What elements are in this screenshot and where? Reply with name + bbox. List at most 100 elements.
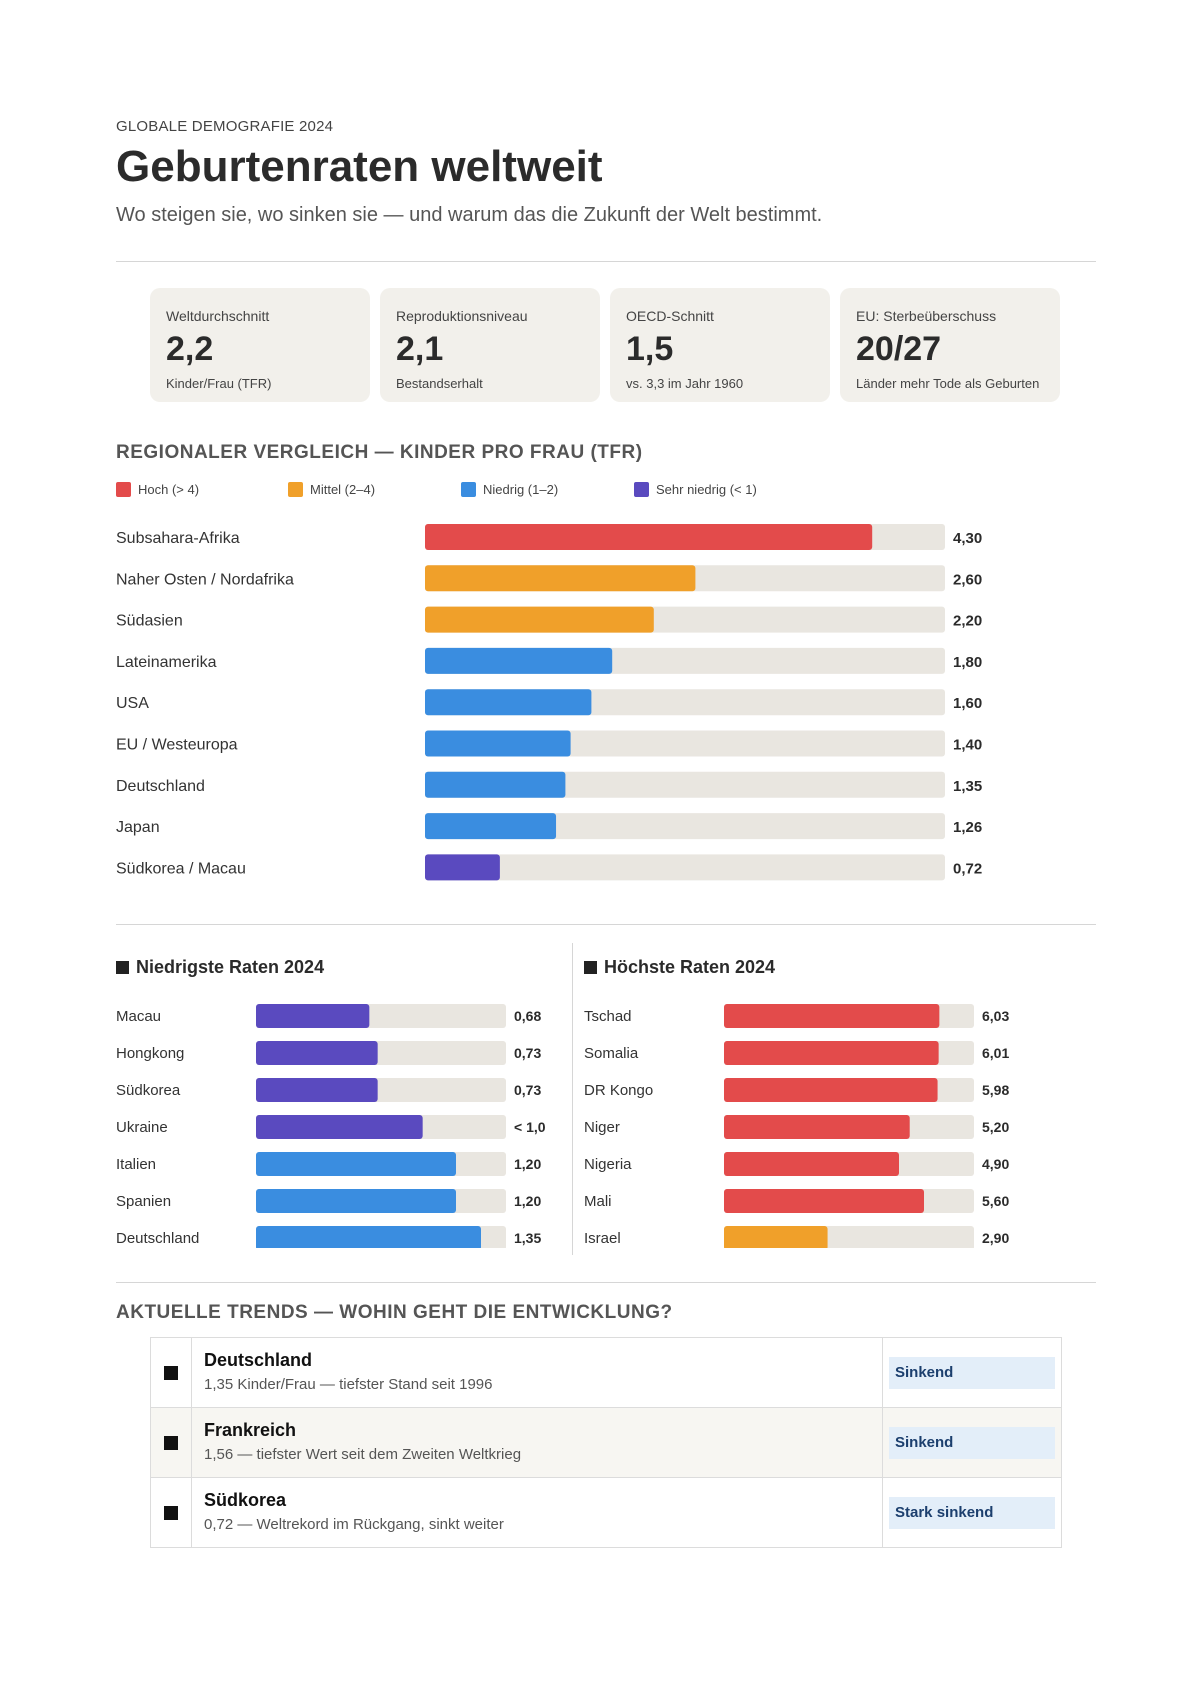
value-label: 2,60 <box>953 571 982 588</box>
kpi-note: Länder mehr Tode als Geburten <box>856 376 1040 391</box>
category-label: Ukraine <box>116 1119 168 1136</box>
category-label: Nigeria <box>584 1156 632 1173</box>
regional-section-title: REGIONALER VERGLEICH — KINDER PRO FRAU (… <box>116 442 643 463</box>
square-icon <box>584 961 597 974</box>
category-label: USA <box>116 695 149 712</box>
legend: Hoch (> 4) Mittel (2–4) Niedrig (1–2) Se… <box>116 482 1096 502</box>
bar-track <box>425 854 945 881</box>
eyebrow: GLOBALE DEMOGRAFIE 2024 <box>116 118 334 135</box>
category-label: Südasien <box>116 613 183 630</box>
category-label: Japan <box>116 819 160 836</box>
kpi-card-world-average: Weltdurchschnitt 2,2 Kinder/Frau (TFR) <box>150 288 370 402</box>
trend-status-cell: Sinkend <box>883 1408 1061 1477</box>
bar <box>256 1226 481 1248</box>
legend-swatch <box>288 482 303 497</box>
bar <box>425 647 613 674</box>
legend-item-low: Niedrig (1–2) <box>461 482 558 497</box>
square-icon <box>116 961 129 974</box>
kpi-card-replacement-level: Reproduktionsniveau 2,1 Bestandserhalt <box>380 288 600 402</box>
kpi-value: 2,1 <box>396 330 444 368</box>
trend-icon-cell <box>151 1408 192 1477</box>
category-label: Südkorea <box>116 1082 181 1099</box>
value-label: 4,30 <box>953 530 982 547</box>
kpi-label: OECD-Schnitt <box>626 308 714 324</box>
bar <box>425 771 566 798</box>
category-label: Israel <box>584 1230 621 1247</box>
bar <box>425 854 500 881</box>
page-subtitle: Wo steigen sie, wo sinken sie — und waru… <box>116 204 823 226</box>
legend-item-very-low: Sehr niedrig (< 1) <box>634 482 757 497</box>
divider <box>116 261 1096 262</box>
value-label: 6,03 <box>982 1008 1009 1024</box>
category-label: EU / Westeuropa <box>116 737 238 754</box>
trend-country: Frankreich <box>204 1420 297 1440</box>
trend-country: Deutschland <box>204 1350 313 1370</box>
legend-swatch <box>461 482 476 497</box>
value-label: 1,20 <box>514 1193 541 1209</box>
bar <box>425 565 696 592</box>
square-icon <box>164 1435 178 1450</box>
trends-table: Deutschland 1,35 Kinder/Frau — tiefster … <box>150 1337 1062 1548</box>
kpi-row: Weltdurchschnitt 2,2 Kinder/Frau (TFR) R… <box>150 288 1060 402</box>
bar <box>724 1004 940 1028</box>
legend-label: Sehr niedrig (< 1) <box>656 482 757 497</box>
value-label: 1,80 <box>953 654 982 671</box>
bar <box>724 1115 910 1139</box>
trend-status-badge: Stark sinkend <box>889 1496 1055 1529</box>
trend-description: 1,56 — tiefster Wert seit dem Zweiten We… <box>204 1446 522 1463</box>
category-label: Hongkong <box>116 1045 184 1062</box>
highest-rates-title-text: Höchste Raten 2024 <box>604 957 776 977</box>
kpi-card-oecd-average: OECD-Schnitt 1,5 vs. 3,3 im Jahr 1960 <box>610 288 830 402</box>
category-label: Italien <box>116 1156 156 1173</box>
kpi-note: vs. 3,3 im Jahr 1960 <box>626 376 744 391</box>
bar <box>724 1041 939 1065</box>
square-icon <box>164 1365 178 1380</box>
bar <box>724 1189 924 1213</box>
kpi-value: 2,2 <box>166 330 214 368</box>
value-label: 0,68 <box>514 1008 541 1024</box>
kpi-note: Kinder/Frau (TFR) <box>166 376 272 391</box>
legend-swatch <box>116 482 131 497</box>
bar <box>425 813 557 840</box>
column-divider <box>572 943 573 1255</box>
trend-row-frankreich: Frankreich 1,56 — tiefster Wert seit dem… <box>151 1407 1061 1477</box>
trend-main: Frankreich 1,56 — tiefster Wert seit dem… <box>192 1408 883 1477</box>
kpi-card-eu-death-surplus: EU: Sterbeüberschuss 20/27 Länder mehr T… <box>840 288 1060 402</box>
value-label: 1,60 <box>953 695 982 712</box>
category-label: Macau <box>116 1008 161 1025</box>
divider <box>116 924 1096 925</box>
page-title: Geburtenraten weltweit <box>116 142 603 191</box>
trend-status-badge: Sinkend <box>889 1356 1055 1389</box>
value-label: 1,20 <box>514 1156 541 1172</box>
legend-label: Mittel (2–4) <box>310 482 376 497</box>
value-label: 0,72 <box>953 860 982 877</box>
kpi-label: Reproduktionsniveau <box>396 308 528 324</box>
bar <box>256 1041 378 1065</box>
square-icon <box>164 1505 178 1520</box>
divider <box>116 1282 1096 1283</box>
trend-description: 0,72 — Weltrekord im Rückgang, sinkt wei… <box>204 1516 504 1533</box>
category-label: Spanien <box>116 1193 171 1210</box>
category-label: Lateinamerika <box>116 654 217 671</box>
trends-section-title: AKTUELLE TRENDS — WOHIN GEHT DIE ENTWICK… <box>116 1302 673 1323</box>
value-label: 1,35 <box>953 778 982 795</box>
bar <box>425 606 654 633</box>
category-label: Subsahara-Afrika <box>116 530 240 547</box>
kpi-label: EU: Sterbeüberschuss <box>856 308 997 324</box>
value-label: 1,40 <box>953 737 982 754</box>
kpi-value: 20/27 <box>856 330 942 368</box>
trend-icon-cell <box>151 1478 192 1547</box>
bar <box>256 1004 370 1028</box>
category-label: Tschad <box>584 1008 632 1025</box>
lowest-rates-title-text: Niedrigste Raten 2024 <box>136 957 325 977</box>
value-label: 5,98 <box>982 1082 1009 1098</box>
trend-country: Südkorea <box>204 1490 287 1510</box>
trend-row-suedkorea: Südkorea 0,72 — Weltrekord im Rückgang, … <box>151 1477 1061 1547</box>
category-label: Niger <box>584 1119 620 1136</box>
value-label: 1,35 <box>514 1230 541 1246</box>
legend-item-high: Hoch (> 4) <box>116 482 199 497</box>
trend-status-cell: Sinkend <box>883 1338 1061 1407</box>
category-label: Deutschland <box>116 778 205 795</box>
lowest-rates-bar-chart: Macau 0,68 Hongkong 0,73 Südkorea 0,73 Ukraine… <box>116 1004 546 1248</box>
trend-status-badge: Sinkend <box>889 1426 1055 1459</box>
